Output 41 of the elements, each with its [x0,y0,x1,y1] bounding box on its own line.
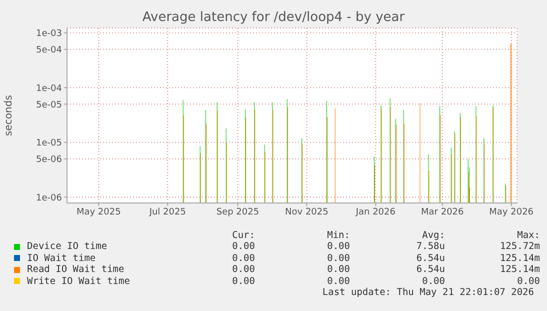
text: 6.54u [415,252,445,264]
text: Avg: [421,230,445,241]
text: 6.54u [415,264,445,276]
text: 7.58u [415,241,445,252]
text: 125.14m [498,252,540,264]
text: 0.00 [231,276,255,287]
x-tick-label: May 2026 [489,207,534,218]
text: 0.00 [326,241,350,252]
text: Min: [326,230,350,241]
legend-label: Write IO Wait time [27,276,130,287]
text: 0.00 [231,252,255,264]
text: 0.00 [516,276,540,287]
legend-label: Read IO Wait time [27,264,124,276]
legend-label: Device IO time [27,241,108,252]
chart-title: Average latency for /dev/loop4 - by year [141,10,406,25]
y-tick-label: 1e-03 [36,29,62,40]
text: 0.00 [326,264,350,276]
x-tick-label: Jan 2026 [354,207,396,218]
x-tick-label: Nov 2025 [285,207,328,218]
y-tick-label: 5e-05 [36,100,62,110]
y-axis-title: seconds [4,95,15,136]
y-tick-label: 1e-06 [36,193,62,204]
text: Last update: Thu May 21 22:01:07 2026 [321,287,535,299]
legend-label: IO Wait time [27,252,96,264]
text: 0.00 [326,276,350,287]
text: 0.00 [231,241,255,252]
text: 0.00 [326,252,350,264]
y-tick-label: 1e-04 [36,84,62,94]
x-tick-label: Jul 2025 [148,207,186,218]
text: 0.00 [231,264,255,276]
text: Max: [516,230,540,241]
y-tick-label: 5e-06 [36,155,62,166]
text: 125.14m [498,264,540,276]
x-tick-label: May 2025 [76,207,121,218]
x-tick-label: Mar 2026 [421,207,464,218]
text: Cur: [231,230,255,241]
text: 0.00 [421,276,445,287]
text: 125.72m [498,241,540,252]
x-tick-label: Sep 2025 [216,207,260,218]
y-tick-label: 1e-05 [36,138,62,149]
y-tick-label: 5e-04 [36,46,62,56]
